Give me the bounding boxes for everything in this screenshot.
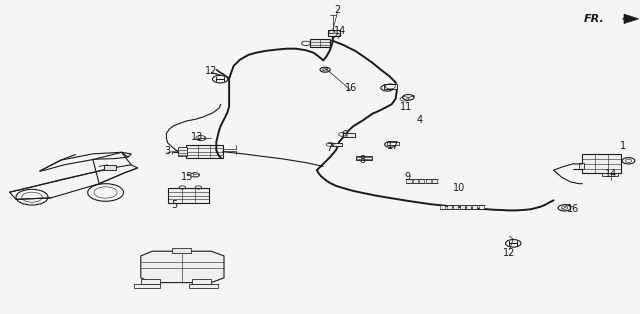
Bar: [466, 205, 471, 209]
Bar: [104, 165, 116, 170]
Text: 12: 12: [205, 66, 218, 76]
Bar: [602, 173, 618, 176]
Text: 8: 8: [359, 155, 365, 165]
Bar: [440, 205, 445, 209]
Bar: [419, 179, 424, 183]
Bar: [178, 147, 187, 156]
Bar: [447, 205, 452, 209]
Text: 13: 13: [191, 132, 204, 142]
Text: 14: 14: [605, 169, 618, 179]
Bar: [384, 84, 397, 89]
Bar: [582, 154, 621, 173]
Bar: [343, 133, 355, 137]
Polygon shape: [141, 251, 224, 283]
Text: 12: 12: [503, 248, 516, 258]
Text: 15: 15: [180, 172, 193, 182]
Text: 2: 2: [334, 5, 340, 15]
Text: 7: 7: [326, 143, 333, 153]
Bar: [413, 179, 418, 183]
Polygon shape: [134, 284, 160, 288]
Bar: [193, 174, 198, 176]
Bar: [332, 143, 342, 146]
Bar: [472, 205, 477, 209]
Text: 9: 9: [404, 172, 410, 182]
Text: 4: 4: [416, 115, 422, 125]
Text: 10: 10: [453, 183, 466, 193]
Polygon shape: [189, 284, 218, 288]
Text: 3: 3: [164, 146, 171, 156]
Bar: [579, 163, 584, 169]
Polygon shape: [40, 152, 131, 171]
Bar: [406, 179, 412, 183]
Bar: [356, 156, 372, 160]
Text: 17: 17: [387, 141, 399, 151]
Text: 16: 16: [344, 83, 357, 93]
Text: 16: 16: [566, 204, 579, 214]
Bar: [453, 205, 458, 209]
Bar: [172, 248, 191, 253]
Text: 6: 6: [341, 130, 348, 140]
Polygon shape: [192, 279, 211, 284]
Bar: [328, 30, 340, 36]
Polygon shape: [10, 165, 138, 199]
Text: 14: 14: [334, 26, 347, 36]
Text: FR.: FR.: [584, 14, 605, 24]
Bar: [186, 145, 223, 158]
Bar: [479, 205, 484, 209]
Text: 1: 1: [620, 141, 627, 151]
Bar: [426, 179, 431, 183]
Text: 5: 5: [171, 200, 177, 210]
Bar: [460, 205, 465, 209]
Polygon shape: [624, 14, 639, 24]
Bar: [168, 188, 209, 203]
Bar: [432, 179, 437, 183]
Text: 11: 11: [399, 102, 412, 112]
Polygon shape: [141, 279, 160, 284]
Bar: [310, 39, 330, 47]
Bar: [387, 142, 399, 145]
